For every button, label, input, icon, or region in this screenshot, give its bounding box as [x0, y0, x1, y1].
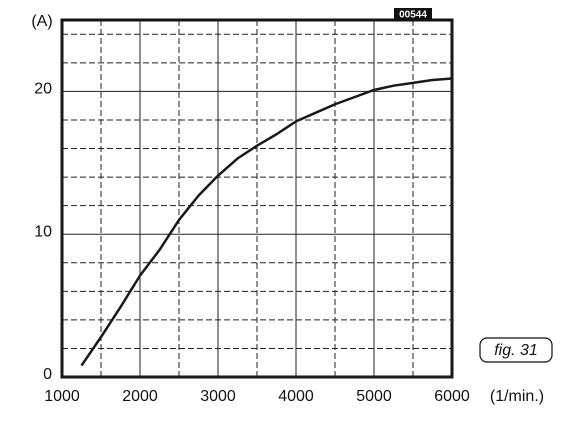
- x-tick-label: 2000: [122, 388, 158, 405]
- y-axis-label: (A): [31, 13, 52, 30]
- x-tick-label: 4000: [278, 388, 314, 405]
- figure-box: [479, 337, 553, 363]
- badge-text: 00544: [399, 10, 427, 21]
- x-axis-label: (1/min.): [490, 388, 544, 405]
- y-tick-label: 20: [34, 81, 52, 98]
- x-tick-label: 5000: [356, 388, 392, 405]
- plot-frame: [60, 18, 454, 379]
- x-tick-label: 3000: [200, 388, 236, 405]
- y-tick-label: 10: [34, 223, 52, 240]
- y-tick-label: 0: [43, 366, 52, 383]
- x-tick-label: 1000: [44, 388, 80, 405]
- badge: [394, 8, 432, 21]
- data-line: [80, 77, 453, 367]
- figure-label: fig. 31: [494, 342, 538, 359]
- x-tick-label: 6000: [434, 388, 470, 405]
